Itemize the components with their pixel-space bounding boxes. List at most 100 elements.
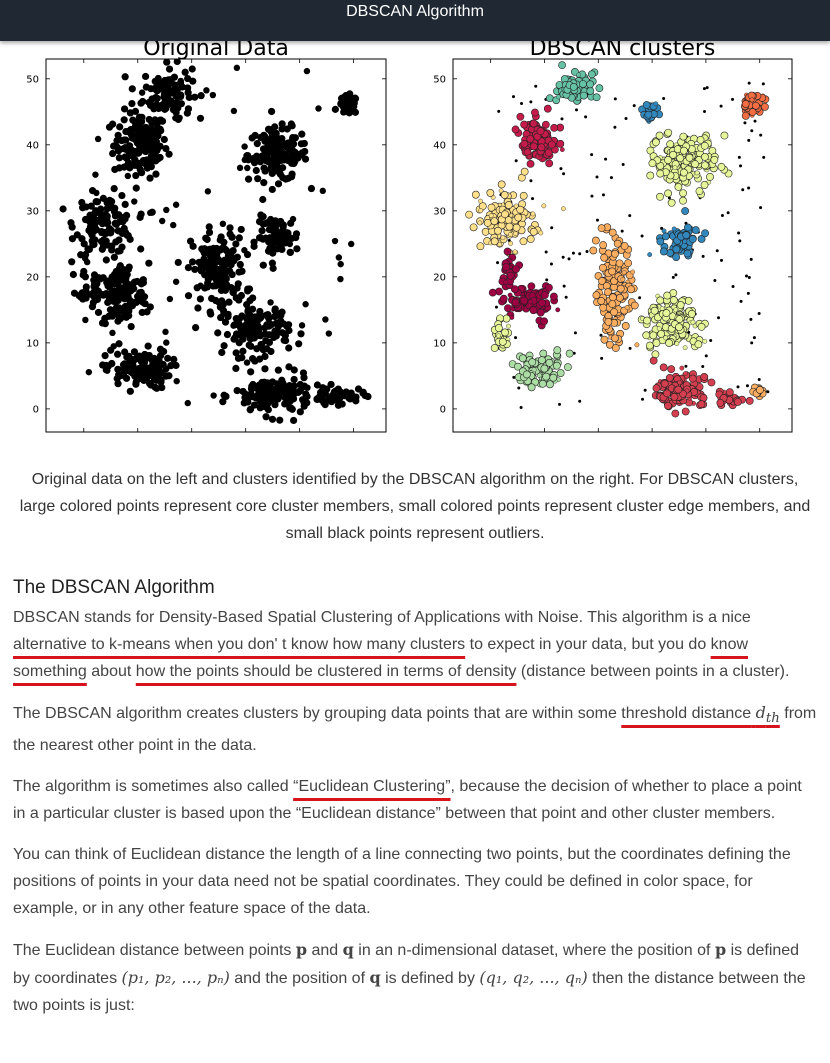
data-point [133, 159, 141, 167]
data-point [259, 261, 267, 269]
euclidean-clustering-link[interactable]: “Euclidean Clustering” [293, 778, 451, 796]
data-point [278, 120, 286, 128]
data-point [219, 398, 227, 406]
edge-point [647, 252, 653, 257]
core-point [549, 373, 558, 382]
core-point [579, 91, 588, 100]
outlier-point [671, 275, 675, 279]
data-point [138, 159, 146, 167]
data-point [261, 365, 269, 373]
core-point [529, 227, 538, 236]
data-point [244, 164, 251, 172]
core-point [661, 232, 670, 241]
core-point [545, 283, 553, 292]
outlier-point [595, 218, 599, 222]
data-point [115, 370, 123, 379]
outlier-point [595, 175, 599, 179]
core-point [565, 349, 574, 358]
data-point [274, 180, 283, 188]
core-point [550, 292, 558, 301]
data-point [173, 59, 181, 66]
data-point [81, 273, 89, 281]
outlier-point [737, 155, 741, 159]
x-tick-label: 30 [239, 439, 252, 440]
core-point [540, 364, 549, 373]
core-point [679, 146, 688, 155]
data-point [260, 179, 268, 187]
core-point [516, 205, 525, 214]
core-point [697, 400, 706, 409]
outlier-point [497, 109, 501, 113]
data-point [242, 322, 250, 331]
core-point [540, 291, 549, 300]
x-tick-label: 30 [646, 439, 659, 440]
core-point [563, 363, 572, 372]
core-point [741, 100, 750, 108]
data-point [101, 320, 109, 328]
data-point [188, 258, 197, 266]
outlier-point [726, 211, 730, 215]
data-point [127, 322, 135, 331]
core-point [539, 349, 548, 358]
data-point [268, 185, 276, 194]
core-point [476, 242, 485, 251]
data-point [138, 365, 146, 373]
data-point [156, 345, 165, 353]
core-point [683, 249, 692, 258]
data-point [82, 316, 89, 324]
core-point [710, 155, 719, 164]
x-tick-label: 0 [487, 439, 493, 440]
core-point [610, 308, 619, 317]
data-point [155, 357, 163, 365]
data-point [129, 282, 137, 289]
data-point [276, 140, 284, 149]
core-point [615, 259, 624, 268]
data-point [233, 387, 241, 395]
core-point [646, 171, 655, 180]
edge-point [749, 97, 755, 103]
data-point [118, 287, 126, 295]
data-point [241, 143, 248, 150]
data-point [282, 175, 290, 183]
outlier-point [703, 109, 707, 113]
core-point [642, 101, 651, 109]
core-point [649, 331, 658, 340]
data-point [121, 153, 129, 161]
outlier-point [761, 82, 765, 86]
core-point [697, 235, 706, 243]
data-point [232, 349, 240, 357]
data-point [263, 321, 271, 329]
data-point [104, 298, 112, 307]
data-point [99, 194, 107, 202]
core-point [700, 373, 709, 381]
core-point [538, 379, 547, 388]
data-point [162, 144, 170, 153]
core-point [490, 217, 499, 226]
core-point [608, 267, 616, 276]
data-point [162, 365, 170, 373]
outlier-point [715, 249, 719, 253]
data-point [161, 85, 169, 93]
data-point [174, 104, 182, 112]
data-point [292, 233, 300, 242]
data-point [236, 260, 244, 269]
core-point [503, 247, 512, 256]
core-point [526, 235, 535, 243]
core-point [679, 132, 688, 141]
data-point [250, 317, 258, 326]
outlier-point [601, 193, 605, 197]
data-point [170, 355, 178, 363]
core-point [664, 156, 672, 164]
data-point [110, 293, 118, 301]
core-point [697, 322, 706, 331]
data-point [128, 99, 136, 108]
data-point [184, 399, 191, 407]
data-point [298, 130, 306, 138]
data-point [286, 240, 294, 248]
core-point [621, 322, 630, 330]
edge-point [663, 335, 668, 341]
core-point [518, 354, 527, 363]
outlier-point [534, 84, 538, 88]
core-point [599, 263, 607, 272]
paragraph-distance-formula-intro: The Euclidean distance between points p … [13, 940, 806, 1015]
